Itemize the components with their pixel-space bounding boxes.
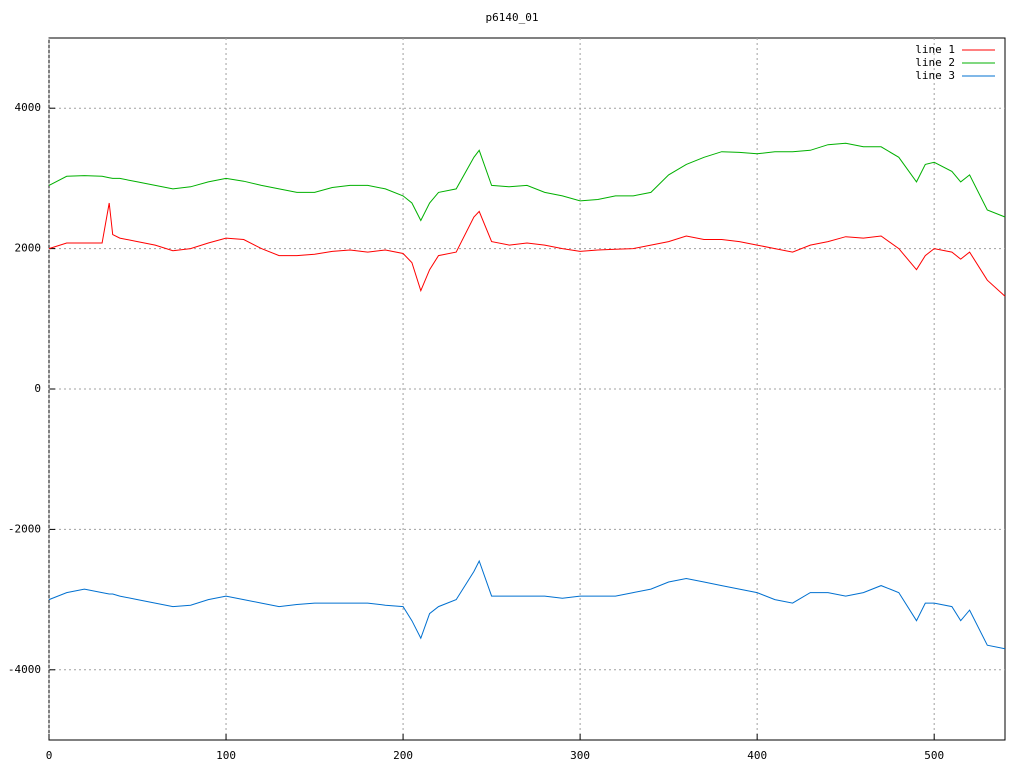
y-tick-label: 2000 — [15, 242, 42, 255]
x-tick-label: 0 — [46, 749, 53, 762]
legend-label: line 1 — [915, 43, 955, 56]
data-line — [48, 202, 1006, 297]
plot-border — [48, 37, 1006, 741]
x-tick-label: 200 — [393, 749, 413, 762]
data-line — [48, 559, 1006, 650]
legend-label: line 2 — [915, 56, 955, 69]
x-tick-label: 300 — [570, 749, 590, 762]
x-tick-label: 400 — [747, 749, 767, 762]
y-tick-label: -2000 — [8, 522, 41, 535]
chart-title: p6140_01 — [486, 11, 539, 24]
y-tick-label: -4000 — [8, 663, 41, 676]
x-tick-label: 100 — [216, 749, 236, 762]
y-tick-label: 0 — [34, 382, 41, 395]
legend-label: line 3 — [915, 69, 955, 82]
y-tick-label: 4000 — [15, 101, 42, 114]
data-line — [48, 142, 1006, 222]
x-tick-label: 500 — [924, 749, 944, 762]
